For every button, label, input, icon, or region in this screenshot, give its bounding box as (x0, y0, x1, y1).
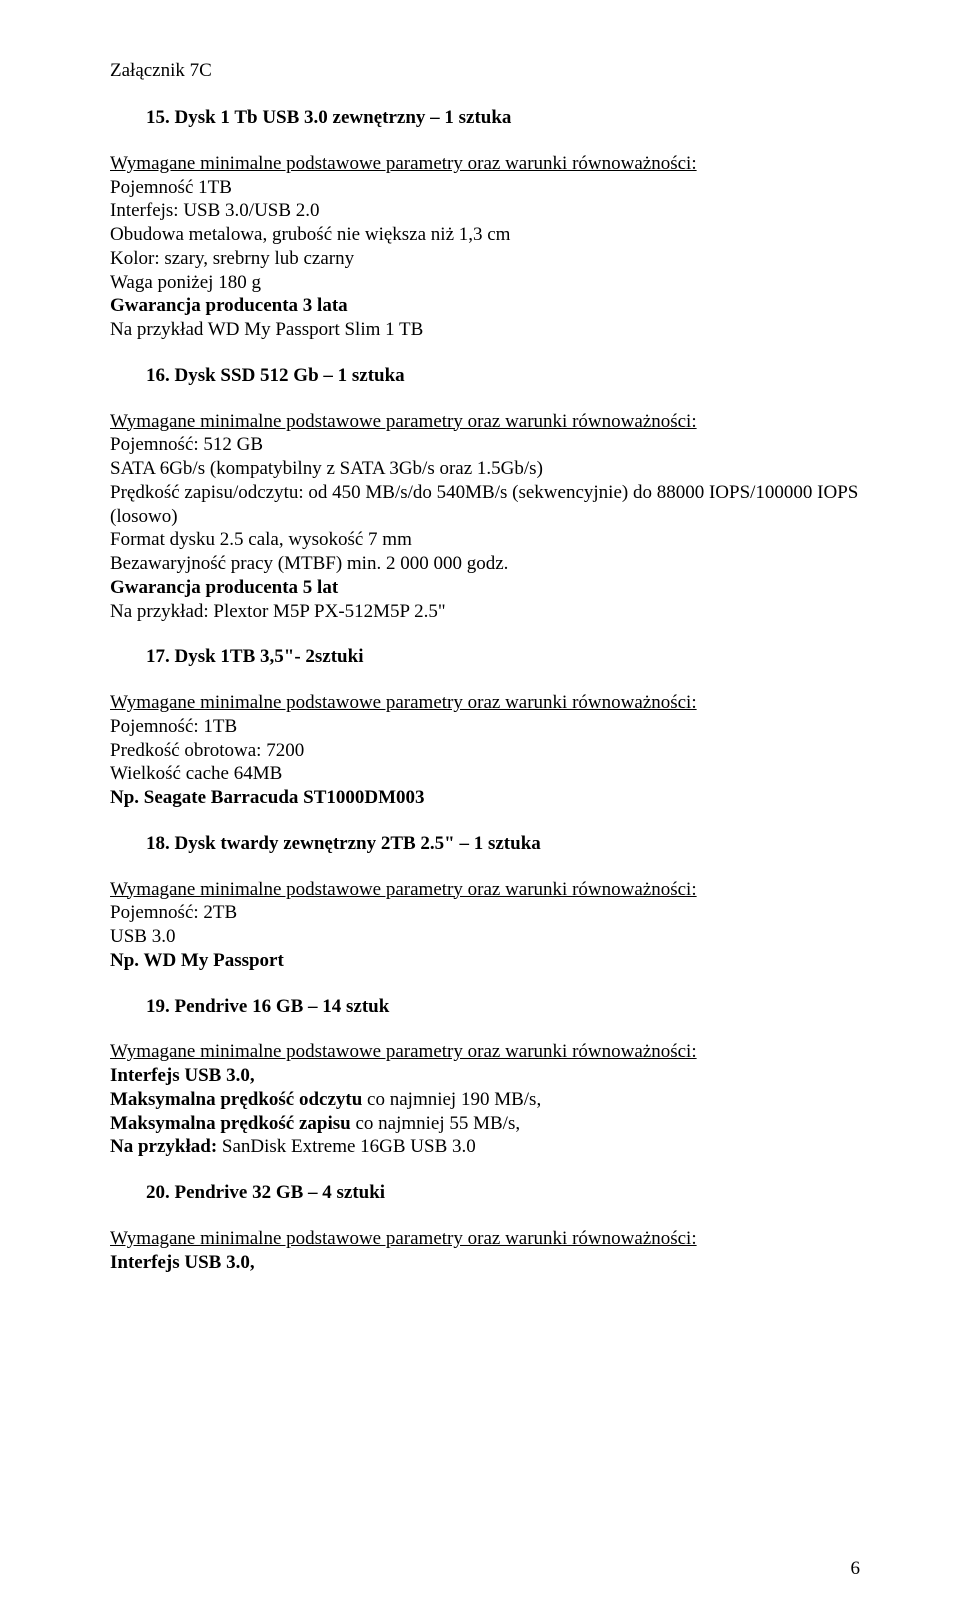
section-19-title: 19. Pendrive 16 GB – 14 sztuk (110, 995, 860, 1019)
section-16-req: Wymagane minimalne podstawowe parametry … (110, 410, 860, 434)
section-16-l2: SATA 6Gb/s (kompatybilny z SATA 3Gb/s or… (110, 457, 860, 481)
section-19-l3: Maksymalna prędkość zapisu co najmniej 5… (110, 1112, 860, 1136)
section-16-l1: Pojemność: 512 GB (110, 433, 860, 457)
section-17-title: 17. Dysk 1TB 3,5"- 2sztuki (110, 645, 860, 669)
section-20-l1: Interfejs USB 3.0, (110, 1251, 860, 1275)
section-19-l2: Maksymalna prędkość odczytu co najmniej … (110, 1088, 860, 1112)
section-15-l7: Na przykład WD My Passport Slim 1 TB (110, 318, 860, 342)
section-17-l3: Wielkość cache 64MB (110, 762, 860, 786)
section-16-l3: Prędkość zapisu/odczytu: od 450 MB/s/do … (110, 481, 860, 529)
section-20-title: 20. Pendrive 32 GB – 4 sztuki (110, 1181, 860, 1205)
section-15-req: Wymagane minimalne podstawowe parametry … (110, 152, 860, 176)
section-16-l7: Na przykład: Plextor M5P PX-512M5P 2.5" (110, 600, 860, 624)
section-15-l2: Interfejs: USB 3.0/USB 2.0 (110, 199, 860, 223)
section-15-l3: Obudowa metalowa, grubość nie większa ni… (110, 223, 860, 247)
section-18-l1: Pojemność: 2TB (110, 901, 860, 925)
section-15-l1: Pojemność 1TB (110, 176, 860, 200)
document-page: Załącznik 7C 15. Dysk 1 Tb USB 3.0 zewnę… (0, 0, 960, 1620)
section-15-l6: Gwarancja producenta 3 lata (110, 294, 860, 318)
section-17-l1: Pojemność: 1TB (110, 715, 860, 739)
section-19-l1: Interfejs USB 3.0, (110, 1064, 860, 1088)
section-17-l2: Predkość obrotowa: 7200 (110, 739, 860, 763)
section-15-l4: Kolor: szary, srebrny lub czarny (110, 247, 860, 271)
section-16-title: 16. Dysk SSD 512 Gb – 1 sztuka (110, 364, 860, 388)
section-18-title: 18. Dysk twardy zewnętrzny 2TB 2.5" – 1 … (110, 832, 860, 856)
section-17-l4: Np. Seagate Barracuda ST1000DM003 (110, 786, 860, 810)
section-16-l5: Bezawaryjność pracy (MTBF) min. 2 000 00… (110, 552, 860, 576)
section-16-l6: Gwarancja producenta 5 lat (110, 576, 860, 600)
page-number: 6 (851, 1558, 861, 1580)
section-16-l4: Format dysku 2.5 cala, wysokość 7 mm (110, 528, 860, 552)
section-19-req: Wymagane minimalne podstawowe parametry … (110, 1040, 860, 1064)
section-15-l5: Waga poniżej 180 g (110, 271, 860, 295)
section-18-req: Wymagane minimalne podstawowe parametry … (110, 878, 860, 902)
section-17-req: Wymagane minimalne podstawowe parametry … (110, 691, 860, 715)
section-18-l3: Np. WD My Passport (110, 949, 860, 973)
doc-header: Załącznik 7C (110, 60, 860, 82)
section-19-l4: Na przykład: SanDisk Extreme 16GB USB 3.… (110, 1135, 860, 1159)
section-20-req: Wymagane minimalne podstawowe parametry … (110, 1227, 860, 1251)
section-18-l2: USB 3.0 (110, 925, 860, 949)
section-15-title: 15. Dysk 1 Tb USB 3.0 zewnętrzny – 1 szt… (110, 106, 860, 130)
